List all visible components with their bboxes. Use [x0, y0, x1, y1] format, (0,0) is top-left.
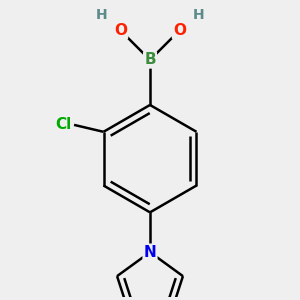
- Text: N: N: [144, 245, 156, 260]
- Text: O: O: [173, 23, 186, 38]
- Text: Cl: Cl: [56, 117, 72, 132]
- Text: H: H: [193, 8, 204, 22]
- Text: O: O: [114, 23, 127, 38]
- Text: B: B: [144, 52, 156, 68]
- Text: H: H: [96, 8, 107, 22]
